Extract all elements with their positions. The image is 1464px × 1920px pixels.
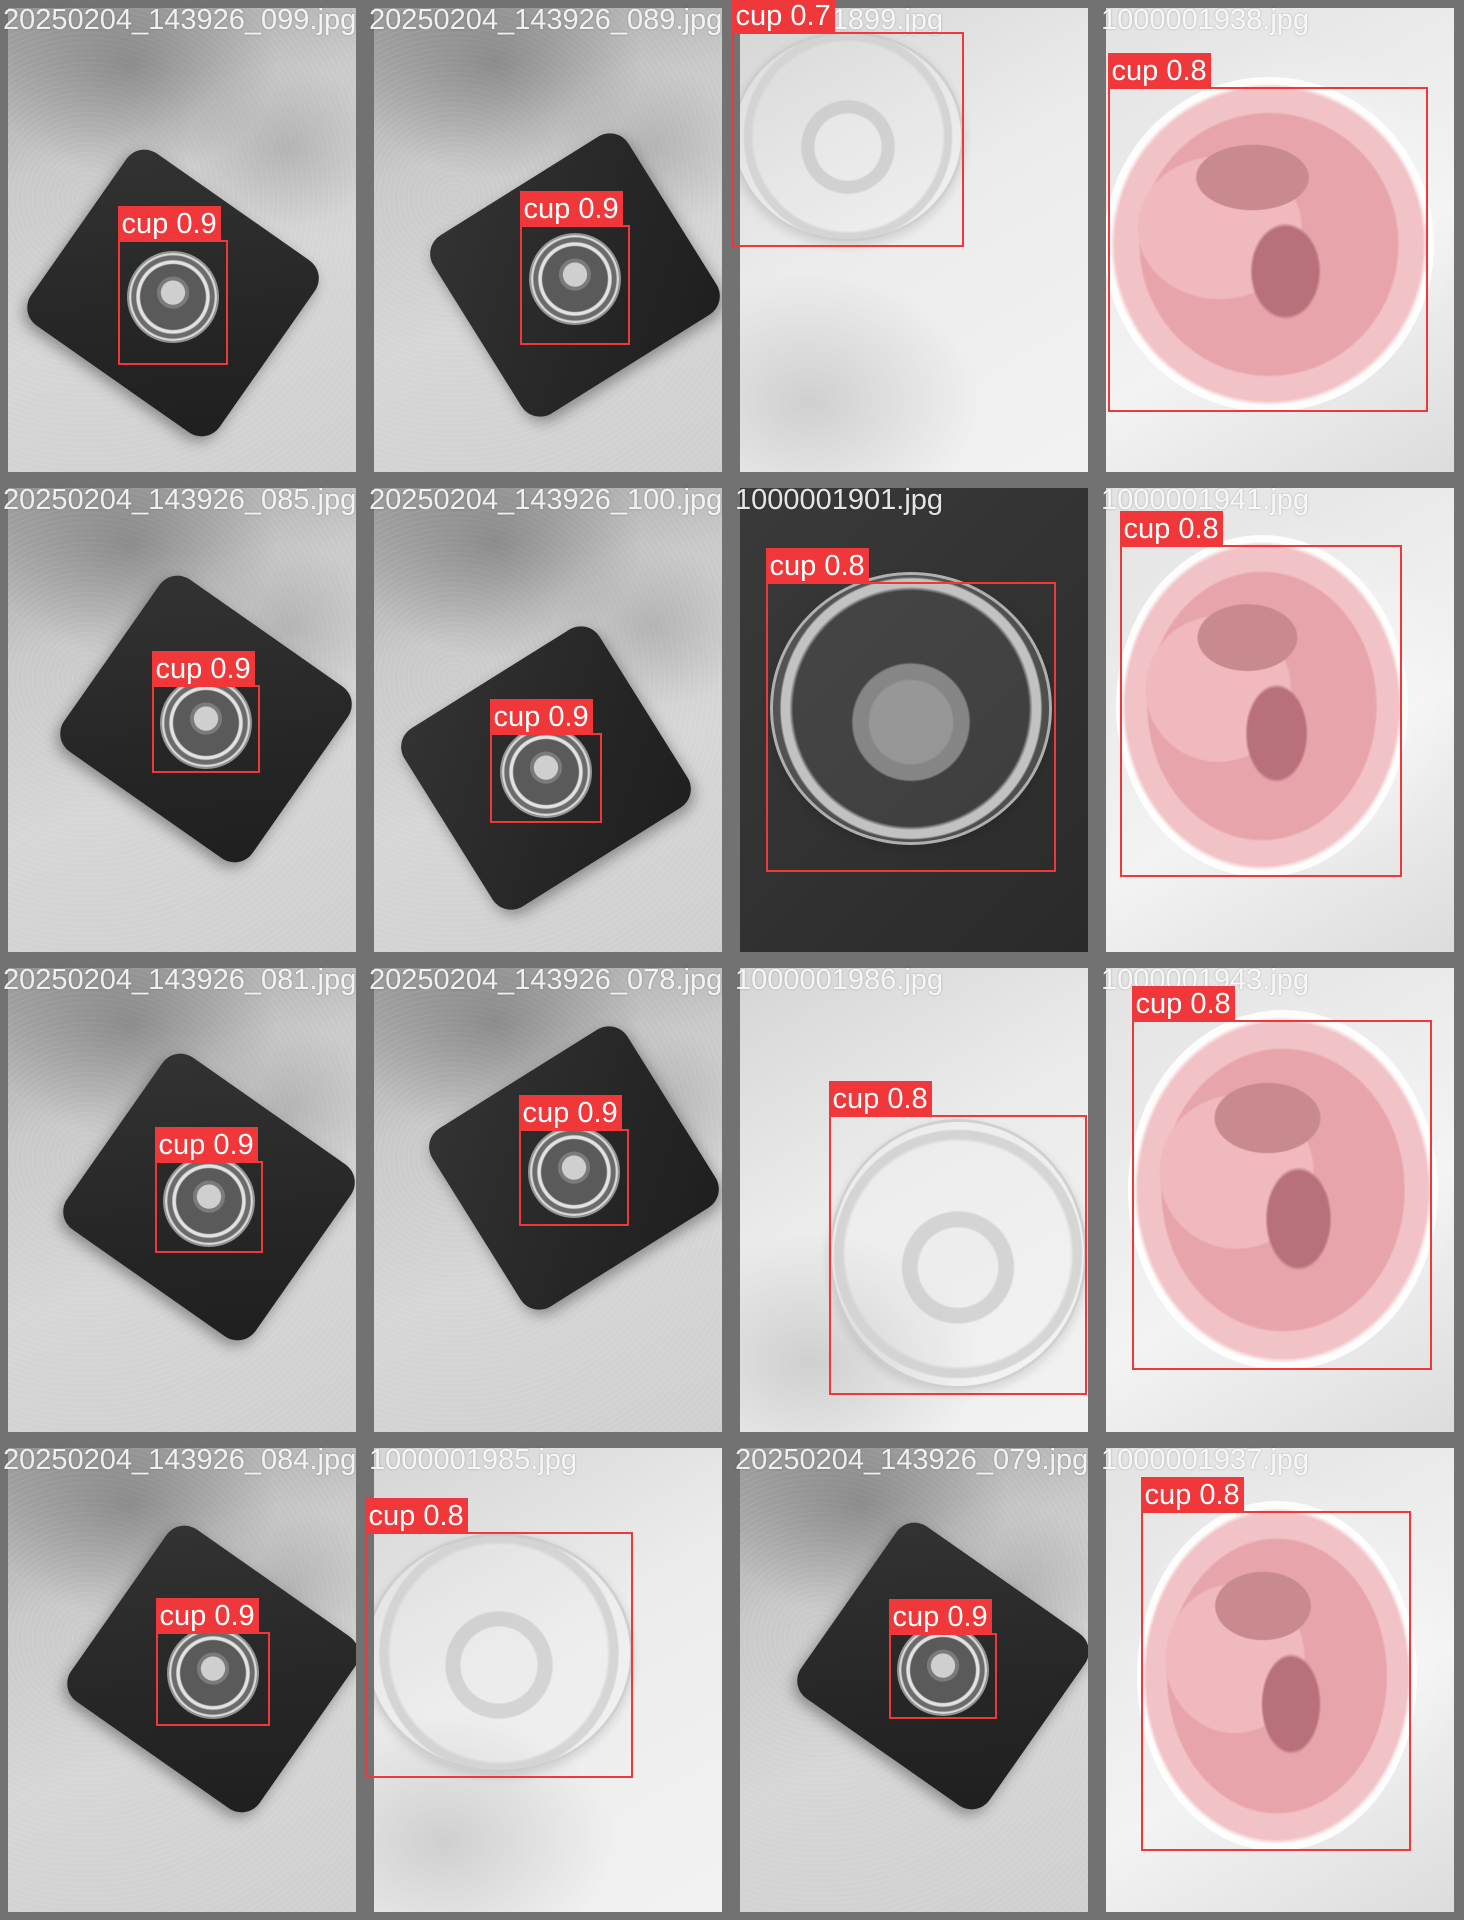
detection-label: cup 0.9 (489, 699, 593, 735)
detection-label: cup 0.9 (155, 1598, 259, 1634)
photo (740, 8, 1088, 472)
cup-object (169, 1629, 257, 1717)
photo (740, 1448, 1088, 1912)
photo (374, 968, 722, 1432)
cup-object (531, 235, 619, 323)
detection-box: cup 0.9 (519, 191, 630, 345)
detection-label: cup 0.8 (1119, 511, 1223, 547)
image-tile: 1000001901.jpg cup 0.8 (732, 480, 1098, 960)
image-tile: 1000001938.jpg cup 0.8 (1098, 0, 1464, 480)
image-filename: 1000001986.jpg (735, 964, 944, 996)
detection-box: cup 0.8 (765, 548, 1056, 872)
detection-label: cup 0.8 (828, 1081, 932, 1117)
ice-cream-cup-object (1128, 1010, 1438, 1370)
image-filename: 20250204_143926_079.jpg (735, 1444, 1089, 1476)
image-filename: 1000001941.jpg (1101, 484, 1310, 516)
cup-object (829, 1119, 1087, 1389)
image-tile: 1000001899.jpg cup 0.7 (732, 0, 1098, 480)
detection-label: cup 0.9 (519, 191, 623, 227)
image-filename: 20250204_143926_099.jpg (3, 4, 357, 36)
detection-box: cup 0.9 (489, 699, 602, 823)
photo (8, 488, 356, 952)
cup-object (165, 1157, 253, 1245)
photo (374, 8, 722, 472)
image-filename: 20250204_143926_089.jpg (369, 4, 723, 36)
image-tile: 1000001937.jpg cup 0.8 (1098, 1440, 1464, 1920)
image-filename: 20250204_143926_084.jpg (3, 1444, 357, 1476)
detection-label: cup 0.8 (1131, 986, 1235, 1022)
photo (1106, 488, 1454, 952)
image-tile: 1000001943.jpg cup 0.8 (1098, 960, 1464, 1440)
detection-box: cup 0.8 (1131, 986, 1432, 1370)
detection-box: cup 0.9 (888, 1599, 997, 1719)
detection-box: cup 0.8 (366, 1498, 633, 1778)
ice-cream-cup-object (1137, 1501, 1417, 1851)
detection-label: cup 0.9 (151, 651, 255, 687)
cup-object (530, 1127, 618, 1216)
detection-label: cup 0.9 (518, 1095, 622, 1131)
detection-box: cup 0.9 (154, 1127, 263, 1253)
detection-box: cup 0.8 (828, 1081, 1087, 1395)
image-filename: 1000001937.jpg (1101, 1444, 1310, 1476)
detection-label: cup 0.9 (117, 206, 221, 242)
image-filename: 1000001985.jpg (369, 1444, 578, 1476)
cup-object (162, 679, 250, 767)
image-tile: 1000001985.jpg cup 0.8 (366, 1440, 732, 1920)
cup-object (899, 1626, 987, 1714)
cup-object (374, 1533, 633, 1773)
cup-object (502, 728, 590, 816)
detection-label: cup 0.8 (1140, 1477, 1244, 1513)
detection-box: cup 0.9 (117, 206, 228, 365)
photo (1106, 1448, 1454, 1912)
photo (374, 1448, 722, 1912)
ice-cream-cup-object (1116, 535, 1408, 877)
image-filename: 1000001901.jpg (735, 484, 944, 516)
image-filename: 20250204_143926_081.jpg (3, 964, 357, 996)
detection-label: cup 0.8 (366, 1498, 468, 1534)
image-filename: 20250204_143926_085.jpg (3, 484, 357, 516)
detection-box: cup 0.8 (1140, 1477, 1411, 1851)
photo (740, 968, 1088, 1432)
detection-box: cup 0.8 (1107, 53, 1428, 412)
image-filename: 20250204_143926_100.jpg (369, 484, 723, 516)
detection-box: cup 0.7 (732, 0, 964, 247)
image-tile: 1000001941.jpg cup 0.8 (1098, 480, 1464, 960)
ice-cream-cup-object (1106, 77, 1434, 412)
image-filename: 1000001938.jpg (1101, 4, 1310, 36)
cup-object (770, 572, 1052, 845)
detection-box: cup 0.9 (151, 651, 260, 773)
detection-label: cup 0.9 (154, 1127, 258, 1163)
photo (8, 968, 356, 1432)
detection-label: cup 0.8 (765, 548, 869, 584)
photo (1106, 968, 1454, 1432)
cup-object (129, 252, 217, 341)
detection-box: cup 0.8 (1119, 511, 1402, 877)
detection-box: cup 0.9 (155, 1598, 270, 1726)
image-tile: 1000001986.jpg cup 0.8 (732, 960, 1098, 1440)
detection-label: cup 0.7 (732, 0, 835, 34)
detection-label: cup 0.9 (888, 1599, 992, 1635)
cup-object (740, 30, 964, 243)
photo (8, 1448, 356, 1912)
detection-box: cup 0.9 (518, 1095, 629, 1226)
image-filename: 20250204_143926_078.jpg (369, 964, 723, 996)
detection-label: cup 0.8 (1107, 53, 1211, 89)
